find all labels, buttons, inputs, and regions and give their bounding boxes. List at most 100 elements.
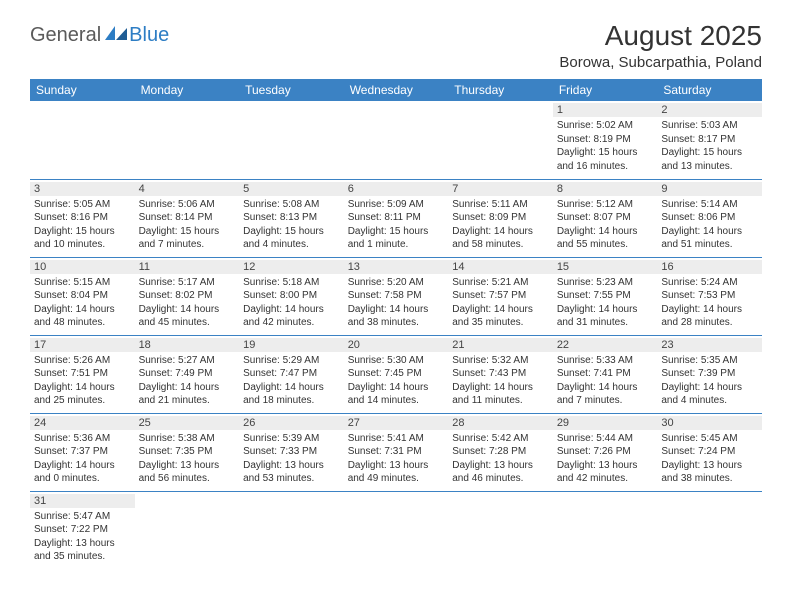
day-header: Sunday [30, 79, 135, 101]
day-info: Sunrise: 5:12 AMSunset: 8:07 PMDaylight:… [557, 198, 654, 252]
day-number: 8 [553, 182, 658, 196]
calendar-day-cell: 15Sunrise: 5:23 AMSunset: 7:55 PMDayligh… [553, 257, 658, 335]
sunset-text: Sunset: 7:26 PM [557, 445, 654, 459]
day-info: Sunrise: 5:36 AMSunset: 7:37 PMDaylight:… [34, 432, 131, 486]
sunrise-text: Sunrise: 5:15 AM [34, 276, 131, 290]
day-info: Sunrise: 5:17 AMSunset: 8:02 PMDaylight:… [139, 276, 236, 330]
day-header: Wednesday [344, 79, 449, 101]
sunrise-text: Sunrise: 5:42 AM [452, 432, 549, 446]
day-number: 22 [553, 338, 658, 352]
day-info: Sunrise: 5:03 AMSunset: 8:17 PMDaylight:… [661, 119, 758, 173]
day-number: 9 [657, 182, 762, 196]
calendar-week-row: 1Sunrise: 5:02 AMSunset: 8:19 PMDaylight… [30, 101, 762, 179]
day-info: Sunrise: 5:29 AMSunset: 7:47 PMDaylight:… [243, 354, 340, 408]
day-number: 4 [135, 182, 240, 196]
calendar-day-cell [344, 101, 449, 179]
calendar-week-row: 10Sunrise: 5:15 AMSunset: 8:04 PMDayligh… [30, 257, 762, 335]
day-number: 31 [30, 494, 135, 508]
sunrise-text: Sunrise: 5:12 AM [557, 198, 654, 212]
calendar-day-cell: 31 Sunrise: 5:47 AMSunset: 7:22 PMDayligh… [30, 491, 135, 569]
sunset-text: Sunset: 7:28 PM [452, 445, 549, 459]
sunset-text: Sunset: 8:07 PM [557, 211, 654, 225]
day-info: Sunrise: 5:47 AMSunset: 7:22 PMDaylight:… [34, 510, 131, 564]
calendar-day-cell: 6Sunrise: 5:09 AMSunset: 8:11 PMDaylight… [344, 179, 449, 257]
daylight-text: Daylight: 14 hours and 35 minutes. [452, 303, 549, 330]
daylight-text: Daylight: 14 hours and 14 minutes. [348, 381, 445, 408]
day-info: Sunrise: 5:27 AMSunset: 7:49 PMDaylight:… [139, 354, 236, 408]
month-title: August 2025 [559, 20, 762, 52]
sunrise-text: Sunrise: 5:08 AM [243, 198, 340, 212]
day-header: Saturday [657, 79, 762, 101]
sunrise-text: Sunrise: 5:45 AM [661, 432, 758, 446]
sunset-text: Sunset: 7:31 PM [348, 445, 445, 459]
daylight-text: Daylight: 14 hours and 58 minutes. [452, 225, 549, 252]
sunset-text: Sunset: 7:47 PM [243, 367, 340, 381]
day-number: 7 [448, 182, 553, 196]
day-info: Sunrise: 5:18 AMSunset: 8:00 PMDaylight:… [243, 276, 340, 330]
calendar-day-cell: 23 Sunrise: 5:35 AMSunset: 7:39 PMDayligh… [657, 335, 762, 413]
calendar-day-cell: 27Sunrise: 5:41 AMSunset: 7:31 PMDayligh… [344, 413, 449, 491]
day-info: Sunrise: 5:41 AMSunset: 7:31 PMDaylight:… [348, 432, 445, 486]
daylight-text: Daylight: 14 hours and 18 minutes. [243, 381, 340, 408]
daylight-text: Daylight: 15 hours and 10 minutes. [34, 225, 131, 252]
sunrise-text: Sunrise: 5:03 AM [661, 119, 758, 133]
calendar-day-cell: 8 Sunrise: 5:12 AMSunset: 8:07 PMDaylight… [553, 179, 658, 257]
sunrise-text: Sunrise: 5:02 AM [557, 119, 654, 133]
sunrise-text: Sunrise: 5:30 AM [348, 354, 445, 368]
daylight-text: Daylight: 14 hours and 45 minutes. [139, 303, 236, 330]
calendar-day-cell: 20 Sunrise: 5:30 AMSunset: 7:45 PMDayligh… [344, 335, 449, 413]
daylight-text: Daylight: 14 hours and 28 minutes. [661, 303, 758, 330]
sunset-text: Sunset: 8:13 PM [243, 211, 340, 225]
day-number: 17 [30, 338, 135, 352]
daylight-text: Daylight: 14 hours and 51 minutes. [661, 225, 758, 252]
sunrise-text: Sunrise: 5:18 AM [243, 276, 340, 290]
daylight-text: Daylight: 14 hours and 31 minutes. [557, 303, 654, 330]
calendar-table: SundayMondayTuesdayWednesdayThursdayFrid… [30, 79, 762, 569]
calendar-week-row: 17 Sunrise: 5:26 AMSunset: 7:51 PMDayligh… [30, 335, 762, 413]
calendar-day-cell: 26Sunrise: 5:39 AMSunset: 7:33 PMDayligh… [239, 413, 344, 491]
sunrise-text: Sunrise: 5:38 AM [139, 432, 236, 446]
day-info: Sunrise: 5:35 AMSunset: 7:39 PMDaylight:… [661, 354, 758, 408]
sunset-text: Sunset: 7:22 PM [34, 523, 131, 537]
sunset-text: Sunset: 7:49 PM [139, 367, 236, 381]
day-info: Sunrise: 5:26 AMSunset: 7:51 PMDaylight:… [34, 354, 131, 408]
day-number: 25 [135, 416, 240, 430]
day-info: Sunrise: 5:42 AMSunset: 7:28 PMDaylight:… [452, 432, 549, 486]
day-number: 23 [657, 338, 762, 352]
daylight-text: Daylight: 13 hours and 49 minutes. [348, 459, 445, 486]
daylight-text: Daylight: 14 hours and 55 minutes. [557, 225, 654, 252]
day-number: 19 [239, 338, 344, 352]
daylight-text: Daylight: 13 hours and 56 minutes. [139, 459, 236, 486]
daylight-text: Daylight: 14 hours and 42 minutes. [243, 303, 340, 330]
sunset-text: Sunset: 7:45 PM [348, 367, 445, 381]
day-number: 20 [344, 338, 449, 352]
day-number: 16 [657, 260, 762, 274]
daylight-text: Daylight: 14 hours and 11 minutes. [452, 381, 549, 408]
day-info: Sunrise: 5:44 AMSunset: 7:26 PMDaylight:… [557, 432, 654, 486]
sunset-text: Sunset: 8:19 PM [557, 133, 654, 147]
day-info: Sunrise: 5:38 AMSunset: 7:35 PMDaylight:… [139, 432, 236, 486]
calendar-day-cell: 28Sunrise: 5:42 AMSunset: 7:28 PMDayligh… [448, 413, 553, 491]
sunrise-text: Sunrise: 5:26 AM [34, 354, 131, 368]
day-number: 1 [553, 103, 658, 117]
day-info: Sunrise: 5:45 AMSunset: 7:24 PMDaylight:… [661, 432, 758, 486]
sunset-text: Sunset: 7:43 PM [452, 367, 549, 381]
sunset-text: Sunset: 8:09 PM [452, 211, 549, 225]
sunrise-text: Sunrise: 5:39 AM [243, 432, 340, 446]
sunrise-text: Sunrise: 5:27 AM [139, 354, 236, 368]
calendar-day-cell [30, 101, 135, 179]
calendar-day-cell: 19 Sunrise: 5:29 AMSunset: 7:47 PMDayligh… [239, 335, 344, 413]
day-header: Tuesday [239, 79, 344, 101]
logo-text-general: General [30, 24, 101, 47]
daylight-text: Daylight: 14 hours and 21 minutes. [139, 381, 236, 408]
calendar-day-cell: 1Sunrise: 5:02 AMSunset: 8:19 PMDaylight… [553, 101, 658, 179]
sunset-text: Sunset: 8:17 PM [661, 133, 758, 147]
location-text: Borowa, Subcarpathia, Poland [559, 54, 762, 71]
sunset-text: Sunset: 7:24 PM [661, 445, 758, 459]
sunrise-text: Sunrise: 5:11 AM [452, 198, 549, 212]
sunrise-text: Sunrise: 5:23 AM [557, 276, 654, 290]
day-info: Sunrise: 5:23 AMSunset: 7:55 PMDaylight:… [557, 276, 654, 330]
sunrise-text: Sunrise: 5:17 AM [139, 276, 236, 290]
day-number: 11 [135, 260, 240, 274]
sunset-text: Sunset: 8:14 PM [139, 211, 236, 225]
